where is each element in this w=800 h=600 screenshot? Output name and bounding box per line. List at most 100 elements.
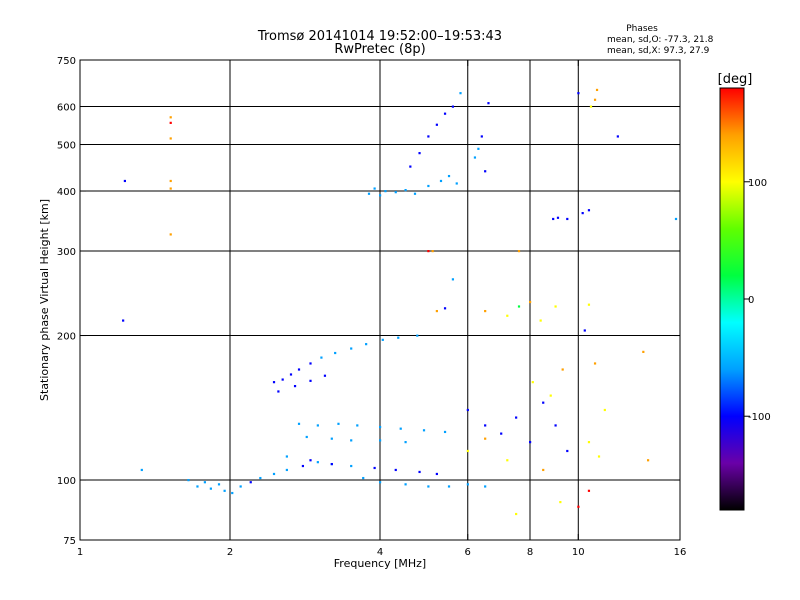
colorbar-label: [deg]: [718, 72, 753, 87]
echo-point: [443, 430, 447, 434]
echo-point: [316, 461, 319, 464]
echo-point: [566, 217, 569, 221]
echo-point: [293, 384, 297, 388]
echo-point: [674, 217, 678, 221]
echo-point: [583, 329, 586, 332]
echo-point: [418, 470, 421, 474]
phase-stats-o: mean, sd,O: -77.3, 21.8: [607, 35, 714, 45]
echo-point: [209, 487, 212, 490]
echo-point: [350, 439, 353, 442]
echo-point: [239, 485, 242, 488]
echo-point: [466, 483, 469, 486]
x-tick-label: 2: [227, 547, 233, 558]
echo-point: [320, 356, 323, 359]
echo-point: [642, 350, 645, 353]
x-tick-label: 10: [572, 547, 585, 558]
y-tick-label: 100: [57, 476, 76, 487]
axes: 1 2 4 6 8 10 16 75 100 200 300 400 500 600 750: [57, 56, 686, 558]
echo-point: [123, 179, 126, 183]
echo-point: [542, 401, 545, 404]
echo-point: [169, 121, 172, 124]
echo-point: [323, 374, 327, 377]
echo-point: [427, 184, 430, 188]
echo-point: [169, 116, 172, 119]
echo-point: [169, 179, 172, 183]
echo-point: [531, 381, 534, 384]
echo-point: [466, 408, 469, 412]
echo-point: [542, 468, 545, 472]
x-axis-label: Frequency [MHz]: [334, 557, 426, 570]
phase-stats-heading: Phases: [626, 24, 658, 34]
echo-point: [379, 194, 382, 197]
colorbar-ticks: 100 0 -100: [744, 178, 771, 423]
y-tick-label: 75: [63, 536, 76, 547]
echo-point: [556, 216, 560, 219]
echo-point: [356, 424, 359, 427]
echo-point: [277, 390, 280, 393]
echo-point: [422, 429, 426, 432]
echo-point: [309, 459, 312, 462]
echo-point: [581, 212, 584, 215]
y-tick-label: 400: [57, 187, 76, 198]
echo-point: [272, 472, 276, 476]
x-tick-label: 6: [465, 547, 471, 558]
echo-point: [350, 347, 353, 350]
echo-point: [473, 156, 477, 159]
x-tick-label: 8: [527, 547, 533, 558]
echo-point: [529, 441, 532, 444]
echo-point: [384, 190, 387, 193]
echo-point: [459, 92, 462, 95]
echo-point: [593, 98, 597, 101]
echo-point: [379, 439, 382, 442]
echo-point: [506, 459, 509, 462]
echo-point: [455, 182, 458, 185]
colorbar-tick-label: 0: [748, 295, 754, 306]
echo-point: [435, 309, 438, 313]
colorbar-tick-label: 100: [748, 178, 767, 189]
echo-point: [285, 468, 288, 472]
colorbar: [719, 87, 745, 511]
echo-point: [397, 336, 400, 339]
echo-point: [394, 468, 397, 472]
echo-point: [447, 485, 451, 488]
echo-point: [272, 381, 276, 384]
echo-point: [365, 343, 368, 346]
chart-subtitle: RwPretec (8p): [334, 42, 425, 57]
echo-point: [554, 305, 557, 308]
echo-point: [451, 105, 455, 108]
echo-point: [217, 483, 221, 486]
echo-point: [439, 179, 443, 183]
echo-point: [549, 394, 552, 397]
echo-point: [506, 314, 509, 317]
echo-point: [587, 303, 591, 306]
echo-point: [404, 189, 407, 192]
echo-point: [305, 435, 308, 439]
echo-point: [477, 147, 480, 150]
echo-point: [517, 250, 521, 253]
echo-point: [381, 338, 384, 341]
echo-point: [367, 192, 371, 195]
echo-point: [373, 187, 376, 190]
x-tick-label: 16: [674, 547, 687, 558]
echo-point: [122, 319, 125, 322]
echo-point: [259, 476, 262, 480]
echo-point: [616, 135, 619, 138]
echo-point: [309, 379, 312, 382]
echo-point: [169, 137, 172, 140]
echo-point: [379, 425, 382, 429]
echo-point: [646, 459, 650, 462]
echo-point: [561, 368, 564, 371]
echo-point: [593, 362, 597, 365]
echo-point: [394, 191, 397, 194]
echo-point: [587, 489, 591, 492]
echo-point: [595, 88, 599, 92]
echo-point: [443, 112, 447, 115]
echo-point: [309, 362, 312, 365]
echo-point: [316, 424, 319, 427]
echo-point: [500, 432, 503, 435]
echo-point: [577, 505, 580, 508]
y-axis-label: Stationary phase Virtual Height [km]: [38, 199, 51, 401]
echo-point: [427, 250, 430, 253]
echo-point: [484, 309, 487, 313]
echo-point: [187, 479, 190, 482]
